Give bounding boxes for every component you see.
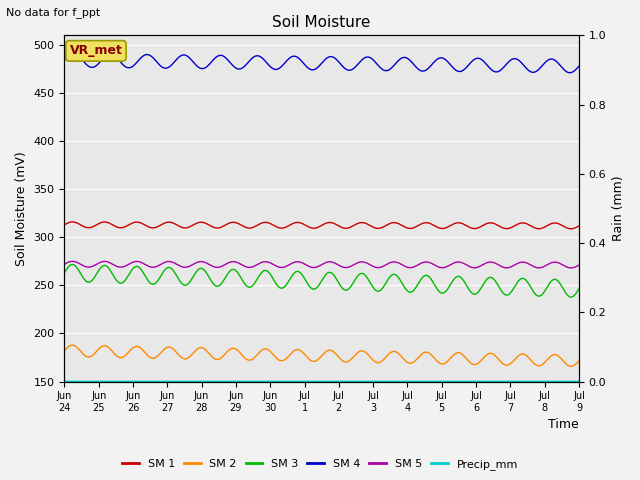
Y-axis label: Soil Moisture (mV): Soil Moisture (mV)	[15, 151, 28, 266]
Legend: SM 1, SM 2, SM 3, SM 4, SM 5, Precip_mm: SM 1, SM 2, SM 3, SM 4, SM 5, Precip_mm	[118, 455, 522, 474]
Text: VR_met: VR_met	[70, 44, 122, 58]
X-axis label: Time: Time	[548, 419, 579, 432]
Y-axis label: Rain (mm): Rain (mm)	[612, 176, 625, 241]
Title: Soil Moisture: Soil Moisture	[273, 15, 371, 30]
Text: No data for f_ppt: No data for f_ppt	[6, 7, 100, 18]
